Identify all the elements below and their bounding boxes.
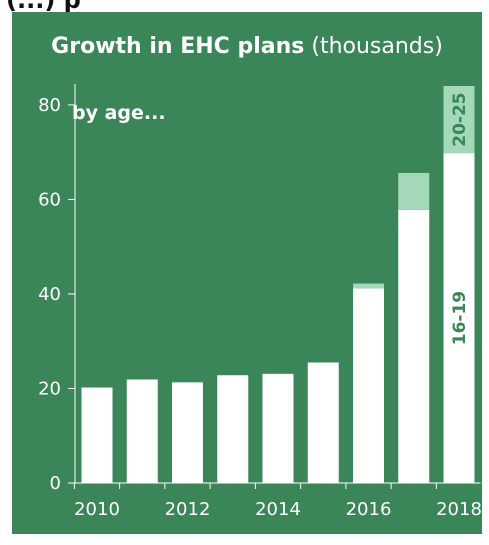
chart-panel: Growth in EHC plans (thousands) by age..… (12, 12, 482, 534)
y-tick-label-40: 40 (38, 284, 61, 305)
chart-title-main: Growth in EHC plans (51, 34, 305, 59)
bar-2011-16-19 (126, 379, 158, 483)
bar-2017-16-19 (398, 209, 430, 484)
bar-2014-16-19 (262, 373, 294, 483)
bar-chart: 0 20 40 60 80 2010 2012 2014 2016 2018 16-19 20-25 (38, 84, 482, 520)
series-label-16-19: 16-19 (450, 291, 470, 345)
x-tick-label-2014: 2014 (255, 499, 301, 520)
bar-2017-20-25 (398, 172, 430, 210)
y-tick-label-0: 0 (50, 473, 61, 494)
bar-2010-16-19 (81, 387, 113, 483)
bar-2013-16-19 (217, 375, 249, 483)
bar-2018-20-25 (443, 86, 475, 154)
chart-subtitle: by age... (72, 102, 166, 124)
bar-2016-20-25 (353, 283, 384, 289)
x-tick-label-2016: 2016 (346, 499, 392, 520)
cropped-header-text: (...) p (6, 0, 81, 12)
bar-2018-16-19 (443, 153, 475, 483)
chart-title-suffix: (thousands) (311, 34, 443, 59)
bar-2015-16-19 (307, 362, 339, 483)
bar-2016-16-19 (353, 288, 384, 483)
bar-2012-16-19 (172, 382, 203, 483)
y-tick-label-20: 20 (38, 378, 61, 399)
chart-title: Growth in EHC plans (thousands) (12, 34, 482, 59)
series-label-20-25: 20-25 (450, 92, 470, 146)
cropped-header: (...) p (0, 0, 489, 12)
x-tick-label-2010: 2010 (74, 499, 120, 520)
y-tick-label-80: 80 (38, 95, 61, 116)
x-tick-label-2018: 2018 (436, 499, 482, 520)
y-tick-label-60: 60 (38, 189, 61, 210)
x-tick-label-2012: 2012 (165, 499, 211, 520)
